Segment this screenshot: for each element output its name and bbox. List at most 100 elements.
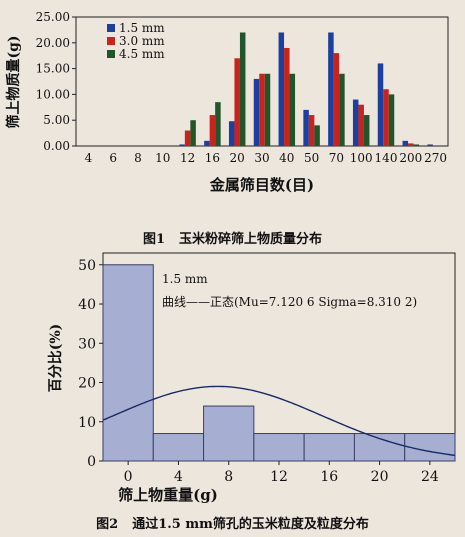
figure1-caption-text: 玉米粉碎筛上物质量分布: [179, 232, 323, 247]
chart1-legend: 1.5 mm3.0 mm4.5 mm: [107, 21, 165, 61]
chart1-legend-swatch: [107, 24, 115, 32]
chart1-x-tick-label: 12: [180, 151, 195, 165]
chart2-x-tick-label: 24: [421, 469, 439, 485]
chart1-bar: [363, 115, 370, 146]
chart1-x-ticks: 4 6 8 10 12 16 20 30 40 50 70 100 140 200 270: [85, 151, 447, 165]
chart1-legend-label: 1.5 mm: [119, 21, 165, 35]
chart2-x-ticks: 0 4 8 12 16 20 24: [124, 461, 439, 485]
figure1-caption: 图1 玉米粉碎筛上物质量分布: [0, 228, 465, 247]
chart2-y-tick-label: 40: [78, 297, 96, 313]
chart1-bar: [253, 78, 260, 146]
chart1-bar: [278, 32, 285, 147]
chart2-annotation-line-2: 曲线——正态(Mu=7.120 6 Sigma=8.310 2): [162, 295, 417, 309]
chart1-y-tick-label: 25.00: [36, 10, 70, 24]
chart1-bar: [264, 73, 271, 146]
figure1-caption-label: 图1: [142, 232, 166, 247]
histogram-bar: [152, 433, 205, 462]
chart1-x-tick-label: 20: [230, 151, 245, 165]
chart1-y-tick-label: 20.00: [36, 36, 70, 50]
histogram-bar: [102, 264, 154, 462]
chart1-legend-label: 4.5 mm: [119, 47, 165, 61]
chart1-bar: [339, 73, 345, 146]
chart1-x-tick-label: 30: [254, 151, 269, 165]
chart1-x-tick-label: 270: [424, 151, 447, 165]
chart1-x-tick-label: 40: [279, 151, 294, 165]
chart1-bar: [413, 144, 420, 146]
chart1-x-tick-label: 4: [85, 151, 93, 165]
chart1-bar: [308, 115, 315, 146]
chart2-y-tick-label: 30: [78, 336, 96, 352]
histogram-bar: [253, 433, 305, 462]
chart1-legend-swatch: [107, 37, 115, 45]
chart2-y-axis-title: 百分比(%): [47, 324, 64, 393]
chart1-y-tick-label: 5.00: [43, 113, 70, 127]
chart1-y-tick-label: 15.00: [36, 62, 70, 76]
chart2-x-tick-label: 12: [270, 469, 288, 485]
chart1-y-axis-title: 筛上物质量(g): [5, 35, 22, 128]
chart1-bars: [179, 32, 433, 147]
chart1-bar: [377, 63, 384, 146]
chart1-x-tick-label: 100: [350, 151, 373, 165]
chart2-y-tick-label: 10: [78, 415, 96, 431]
chart2-x-tick-label: 20: [371, 469, 389, 485]
chart1-bar: [215, 102, 221, 146]
chart1-x-tick-label: 70: [329, 151, 344, 165]
chart2-y-tick-label: 0: [87, 454, 96, 470]
chart1-x-tick-label: 10: [155, 151, 170, 165]
chart2-y-tick-label: 50: [78, 258, 96, 274]
figure2-caption-label: 图2: [96, 517, 119, 532]
chart1-bar: [352, 99, 359, 146]
chart1-y-ticks: 0.00 5.00 10.00 15.00 20.00 25.00: [36, 10, 76, 153]
chart1-x-tick-label: 16: [205, 151, 220, 165]
chart1-legend-label: 3.0 mm: [119, 34, 165, 48]
chart1-x-axis-title: 金属筛目数(目): [209, 176, 314, 194]
chart1-bar: [314, 125, 320, 146]
histogram-bar: [353, 433, 406, 462]
chart1-bar: [383, 89, 389, 146]
chart2-x-tick-label: 16: [320, 469, 338, 485]
chart1-bar: [209, 115, 216, 146]
chart1-y-tick-label: 10.00: [36, 87, 70, 101]
chart1-bar: [204, 140, 210, 146]
chart1-x-tick-label: 8: [134, 151, 142, 165]
chart2-y-ticks: 0 10 20 30 40 50: [78, 258, 103, 470]
chart1-x-tick-label: 200: [399, 151, 422, 165]
chart1-bar: [427, 144, 433, 146]
chart1-bar: [388, 94, 395, 146]
chart1-bar: [303, 109, 309, 146]
chart1-bar: [179, 144, 185, 146]
chart2-x-tick-label: 4: [174, 469, 183, 485]
chart1-bar: [234, 58, 240, 146]
chart2-x-tick-label: 0: [124, 469, 133, 485]
chart1-bar: [259, 73, 265, 146]
chart1-bar: [184, 130, 191, 146]
chart2-y-tick-label: 20: [78, 376, 96, 392]
normal-curve: [102, 385, 456, 457]
chart1-bar: [358, 104, 364, 146]
chart2-plot-frame: [102, 252, 456, 462]
chart1-bar: [328, 32, 334, 147]
chart1-bar: [408, 143, 414, 146]
chart1-bar: [284, 47, 290, 146]
chart1-x-tick-label: 140: [375, 151, 398, 165]
figure2-caption: 图2 通过1.5 mm筛孔的玉米粒度及粒度分布: [0, 513, 465, 532]
histogram-bar: [203, 405, 255, 462]
chart1-x-tick-label: 50: [304, 151, 319, 165]
chart1-bar: [289, 73, 296, 146]
chart1-y-tick-label: 0.00: [43, 139, 70, 153]
histogram-bar: [303, 433, 355, 462]
chart2-x-axis-title: 筛上物重量(g): [118, 486, 218, 504]
chart1-x-tick-label: 6: [109, 151, 117, 165]
chart1-bar: [239, 32, 246, 147]
chart1-legend-swatch: [107, 50, 115, 58]
figure2-caption-text: 通过1.5 mm筛孔的玉米粒度及粒度分布: [132, 517, 369, 532]
sieve-mass-bar-chart: 0.00 5.00 10.00 15.00 20.00 25.00 4 6 8 10 12 16 20…: [5, 10, 449, 194]
histogram-bar: [404, 433, 456, 462]
chart2-x-tick-label: 8: [224, 469, 233, 485]
chart1-bar: [402, 140, 409, 146]
chart2-annotation-line-1: 1.5 mm: [162, 272, 208, 286]
chart1-bar: [333, 53, 340, 147]
chart1-bar: [190, 120, 196, 146]
chart1-bar: [228, 121, 235, 146]
